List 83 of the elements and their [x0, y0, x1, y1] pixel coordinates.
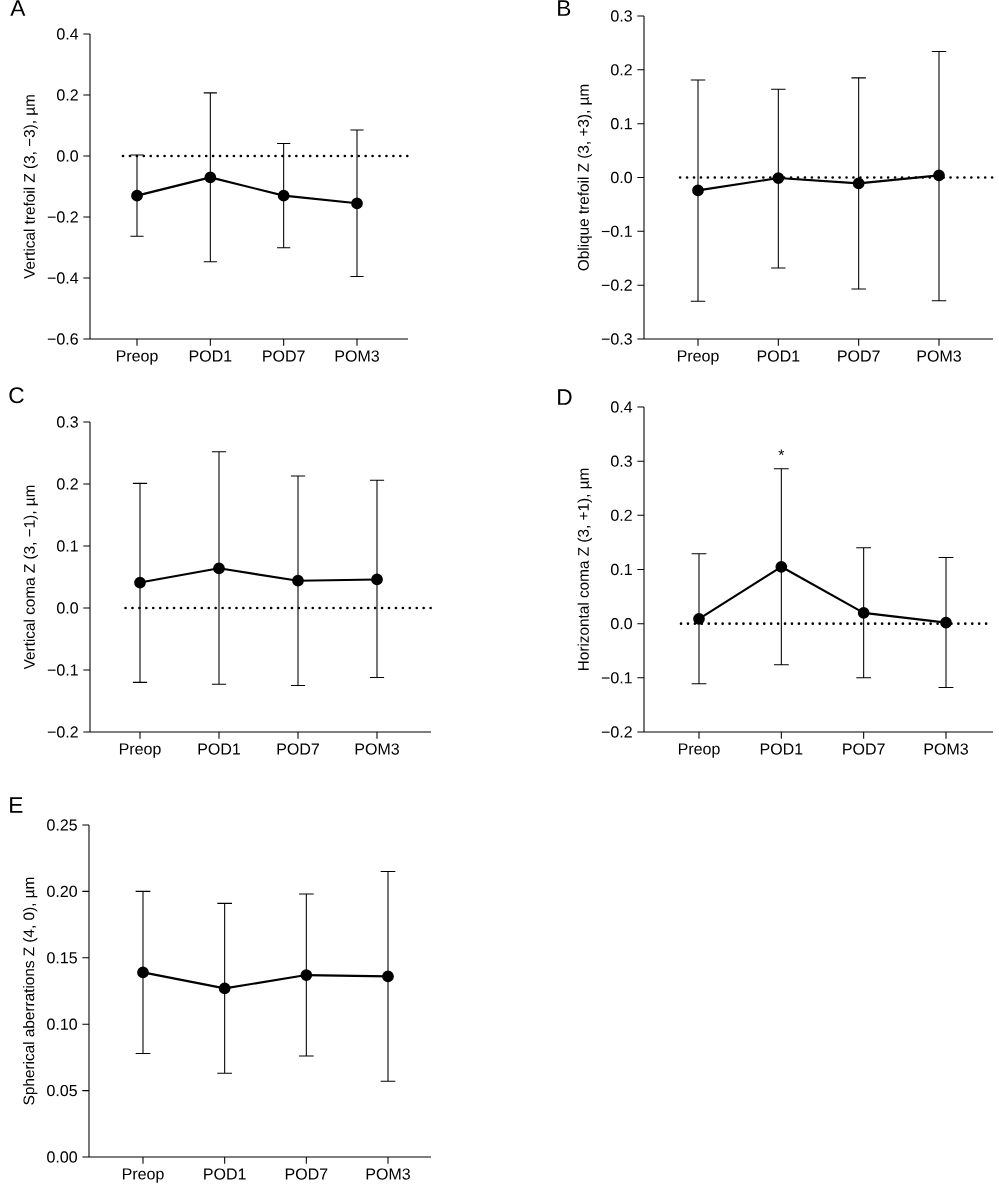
x-tick-label: POM3 — [917, 350, 961, 362]
y-tick-label: 0.20 — [47, 885, 77, 898]
point — [204, 171, 217, 184]
point — [300, 969, 313, 981]
x-tick-label: Preop — [122, 1168, 164, 1183]
point — [857, 606, 870, 619]
y-tick-label: 0.3 — [611, 10, 632, 22]
point — [940, 616, 952, 629]
y-tick-label: 0.2 — [57, 89, 78, 101]
point — [351, 197, 363, 210]
point — [775, 560, 788, 573]
y-tick-label: 0.0 — [57, 150, 78, 162]
y-tick-label: −0.4 — [47, 272, 79, 284]
point — [137, 966, 149, 979]
y-tick-label: 0.00 — [47, 1151, 77, 1163]
x-tick-label: POM3 — [355, 743, 399, 755]
y-tick-label: 0.1 — [57, 540, 78, 552]
point — [292, 574, 304, 587]
x-tick-label: POD7 — [277, 743, 319, 755]
y-tick-label: 0.4 — [57, 28, 79, 40]
x-tick-label: POD7 — [285, 1168, 328, 1180]
x-tick-label: POM3 — [366, 1168, 410, 1180]
y-tick-label: 0.1 — [611, 118, 632, 130]
y-tick-label: −0.1 — [47, 664, 78, 676]
x-tick-label: POD7 — [838, 350, 880, 362]
y-axis-title: Vertical trefoil Z (3, −3), µm — [23, 95, 38, 279]
x-tick-label: POD1 — [760, 743, 803, 755]
y-tick-label: −0.1 — [601, 225, 632, 237]
y-tick-label: 0.05 — [47, 1084, 77, 1097]
y-tick-label: 0.2 — [611, 509, 632, 521]
chart-title: A — [10, 0, 26, 16]
x-tick-label: Preop — [677, 350, 719, 365]
annotation: * — [778, 449, 785, 456]
x-tick-label: POM3 — [335, 350, 379, 362]
y-tick-label: 0.4 — [611, 401, 633, 413]
y-axis-title: Horizontal coma Z (3, +1), µm — [577, 468, 592, 671]
y-tick-label: 0.0 — [611, 171, 632, 184]
point — [852, 177, 865, 190]
y-axis-title: Oblique trefoil Z (3, +3), µm — [577, 84, 592, 271]
point — [218, 982, 231, 995]
x-tick-label: POM3 — [924, 743, 968, 755]
y-tick-label: 0.2 — [611, 64, 632, 76]
y-tick-label: 0.25 — [47, 819, 77, 831]
point — [134, 576, 146, 589]
x-tick-label: POD1 — [204, 1168, 246, 1180]
y-axis-title: Vertical coma Z (3, −1), µm — [23, 485, 38, 670]
y-tick-label: 0.0 — [611, 618, 632, 630]
y-tick-label: −0.2 — [601, 726, 632, 738]
x-tick-label: POD1 — [198, 743, 240, 755]
x-tick-label: Preop — [678, 743, 720, 758]
point — [693, 612, 705, 625]
point — [933, 169, 945, 182]
chart-title: C — [9, 387, 24, 404]
y-tick-label: −0.3 — [601, 333, 632, 345]
x-tick-label: POD7 — [263, 350, 305, 362]
point — [692, 184, 704, 197]
x-tick-label: POD1 — [757, 350, 800, 362]
x-tick-label: Preop — [116, 350, 158, 365]
y-tick-label: 0.2 — [57, 478, 78, 490]
y-tick-label: 0.10 — [47, 1018, 77, 1030]
point — [772, 172, 785, 184]
y-tick-label: 0.3 — [611, 455, 632, 467]
y-tick-label: −0.1 — [601, 672, 632, 684]
point — [382, 970, 394, 983]
x-tick-label: POD1 — [189, 350, 232, 362]
point — [131, 189, 143, 202]
x-tick-label: Preop — [119, 743, 161, 758]
x-tick-label: POD7 — [843, 743, 885, 755]
y-tick-label: 0.3 — [57, 416, 78, 428]
point — [277, 189, 290, 202]
y-tick-label: −0.6 — [47, 333, 78, 345]
y-axis-title: Spherical aberrations Z (4, 0), µm — [23, 877, 38, 1105]
y-tick-label: 0.0 — [57, 602, 78, 614]
y-tick-label: 0.1 — [611, 563, 632, 576]
y-tick-label: −0.2 — [47, 211, 78, 223]
point — [213, 562, 225, 575]
point — [371, 573, 383, 586]
y-tick-label: −0.2 — [601, 279, 632, 291]
chart-title: D — [558, 389, 572, 405]
chart-title: E — [10, 797, 23, 813]
chart-title: B — [558, 0, 571, 16]
y-tick-label: −0.2 — [47, 726, 78, 738]
y-tick-label: 0.15 — [47, 952, 77, 964]
